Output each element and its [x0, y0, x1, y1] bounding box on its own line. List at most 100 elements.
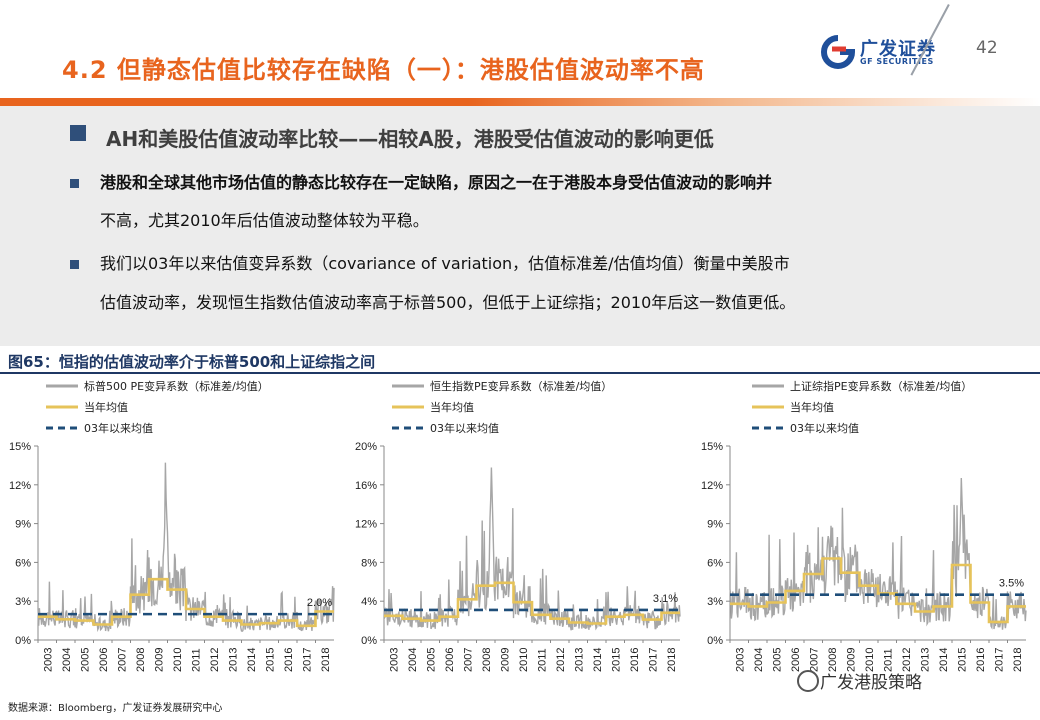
- end-value-label: 2.0%: [307, 597, 332, 609]
- y-tick-label: 3%: [707, 596, 723, 608]
- legend-label: 当年均值: [84, 400, 128, 414]
- page-number: 42: [976, 38, 998, 58]
- x-tick-label: 2006: [98, 648, 110, 672]
- x-tick-label: 2005: [79, 648, 91, 672]
- legend-label: 标普500 PE变异系数（标准差/均值）: [84, 379, 269, 393]
- legend-label: 恒生指数PE变异系数（标准差/均值）: [430, 379, 612, 393]
- series-line-annual-mean: [38, 577, 334, 628]
- x-tick-label: 2016: [283, 648, 295, 672]
- x-tick-label: 2010: [518, 648, 530, 672]
- x-tick-label: 2011: [882, 648, 894, 672]
- bullet-2-line-2: 估值波动率，发现恒生指数估值波动率高于标普500，但低于上证综指；2010年后这…: [100, 293, 796, 312]
- x-tick-label: 2014: [246, 648, 258, 672]
- y-tick-label: 9%: [707, 519, 723, 531]
- x-tick-label: 2011: [190, 648, 202, 672]
- gf-logo-icon: [821, 35, 856, 69]
- y-tick-label: 15%: [701, 441, 723, 453]
- x-tick-label: 2017: [993, 648, 1005, 672]
- series-line-annual-mean: [384, 581, 680, 625]
- y-tick-label: 6%: [707, 557, 723, 569]
- y-tick-label: 12%: [355, 519, 377, 531]
- bullet-square-icon: [70, 260, 79, 269]
- bullet-square-icon: [70, 179, 79, 188]
- x-tick-label: 2010: [172, 648, 184, 672]
- legend-label: 当年均值: [790, 400, 834, 414]
- x-tick-label: 2004: [61, 648, 73, 672]
- chart-hang-seng: 0% 4% 8% 12% 16% 20% 2003 2004 2005 2006 2007 2008 2…: [355, 379, 681, 672]
- x-tick-label: 2009: [499, 648, 511, 672]
- end-value-label: 3.5%: [999, 578, 1024, 590]
- x-tick-label: 2003: [42, 648, 54, 672]
- x-tick-label: 2007: [462, 648, 474, 672]
- x-tick-label: 2005: [425, 648, 437, 672]
- y-tick-label: 12%: [701, 480, 723, 492]
- figure-title-rule: [0, 372, 1040, 374]
- chart-shanghai-composite: 0% 3% 6% 9% 12% 15% 2003 2004 2005 2006 2007 2008 20…: [701, 379, 1027, 672]
- x-tick-label: 2013: [919, 648, 931, 672]
- y-tick-label: 8%: [361, 557, 377, 569]
- figure-source: 数据来源：Bloomberg，广发证券发展研究中心: [8, 703, 223, 714]
- gf-securities-logo: 广发证券 GF SECURITIES: [820, 33, 960, 73]
- end-value-label: 3.1%: [653, 593, 678, 605]
- y-tick-label: 0%: [707, 635, 723, 647]
- x-tick-label: 2018: [1012, 648, 1024, 672]
- x-tick-label: 2009: [845, 648, 857, 672]
- legend-label: 03年以来均值: [430, 421, 499, 435]
- y-tick-label: 16%: [355, 480, 377, 492]
- x-tick-label: 2017: [301, 648, 313, 672]
- bullet-1-line-1: 港股和全球其他市场估值的静态比较存在一定缺陷，原因之一在于港股本身受估值波动的影…: [100, 173, 773, 192]
- legend-label: 03年以来均值: [790, 421, 859, 435]
- x-tick-label: 2004: [407, 648, 419, 672]
- x-tick-label: 2003: [734, 648, 746, 672]
- header-accent-bar: [0, 98, 1040, 106]
- summary-panel: [0, 106, 1040, 346]
- x-tick-label: 2006: [444, 648, 456, 672]
- x-tick-label: 2015: [956, 648, 968, 672]
- x-tick-label: 2011: [536, 648, 548, 672]
- logo-cn-text: 广发证券: [860, 39, 936, 60]
- x-tick-label: 2009: [153, 648, 165, 672]
- logo-en-text: GF SECURITIES: [860, 57, 934, 66]
- x-tick-label: 2018: [666, 648, 678, 672]
- legend-label: 上证综指PE变异系数（标准差/均值）: [790, 379, 972, 393]
- x-tick-label: 2017: [647, 648, 659, 672]
- x-tick-label: 2012: [555, 648, 567, 672]
- y-tick-label: 0%: [361, 635, 377, 647]
- y-tick-label: 15%: [9, 441, 31, 453]
- x-tick-label: 2013: [573, 648, 585, 672]
- y-tick-label: 0%: [15, 635, 31, 647]
- legend-label: 当年均值: [430, 400, 474, 414]
- x-tick-label: 2014: [938, 648, 950, 672]
- x-tick-label: 2012: [209, 648, 221, 672]
- y-tick-label: 3%: [15, 596, 31, 608]
- x-tick-label: 2012: [901, 648, 913, 672]
- subtitle-square-icon: [70, 125, 86, 141]
- chart-sp500: 0% 3% 6% 9% 12% 15% 2003 2004 2005 2006 2007 2008 20…: [9, 379, 335, 672]
- x-tick-label: 2008: [827, 648, 839, 672]
- x-tick-label: 2003: [388, 648, 400, 672]
- x-tick-label: 2016: [975, 648, 987, 672]
- series-line-pe-cv: [729, 477, 1027, 630]
- x-tick-label: 2014: [592, 648, 604, 672]
- panel-subtitle: AH和美股估值波动率比较——相较A股，港股受估值波动的影响更低: [106, 127, 714, 151]
- bullet-2-line-1: 我们以03年以来估值变异系数（covariance of variation，估…: [100, 254, 790, 273]
- page-title: 4.2 但静态估值比较存在缺陷（一）：港股估值波动率不高: [62, 56, 705, 84]
- x-tick-label: 2015: [610, 648, 622, 672]
- figure-title: 图65：恒指的估值波动率介于标普500和上证综指之间: [8, 353, 376, 371]
- x-tick-label: 2016: [629, 648, 641, 672]
- x-tick-label: 2007: [808, 648, 820, 672]
- bullet-1-line-2: 不高，尤其2010年后估值波动整体较为平稳。: [100, 211, 429, 230]
- y-tick-label: 6%: [15, 557, 31, 569]
- y-tick-label: 9%: [15, 519, 31, 531]
- x-tick-label: 2008: [481, 648, 493, 672]
- wechat-icon: [797, 670, 819, 692]
- watermark-text: 广发港股策略: [820, 673, 922, 693]
- x-tick-label: 2007: [116, 648, 128, 672]
- series-line-annual-mean: [730, 557, 1026, 624]
- x-tick-label: 2013: [227, 648, 239, 672]
- y-tick-label: 12%: [9, 480, 31, 492]
- y-tick-label: 4%: [361, 596, 377, 608]
- x-tick-label: 2005: [771, 648, 783, 672]
- x-tick-label: 2006: [790, 648, 802, 672]
- legend-label: 03年以来均值: [84, 421, 153, 435]
